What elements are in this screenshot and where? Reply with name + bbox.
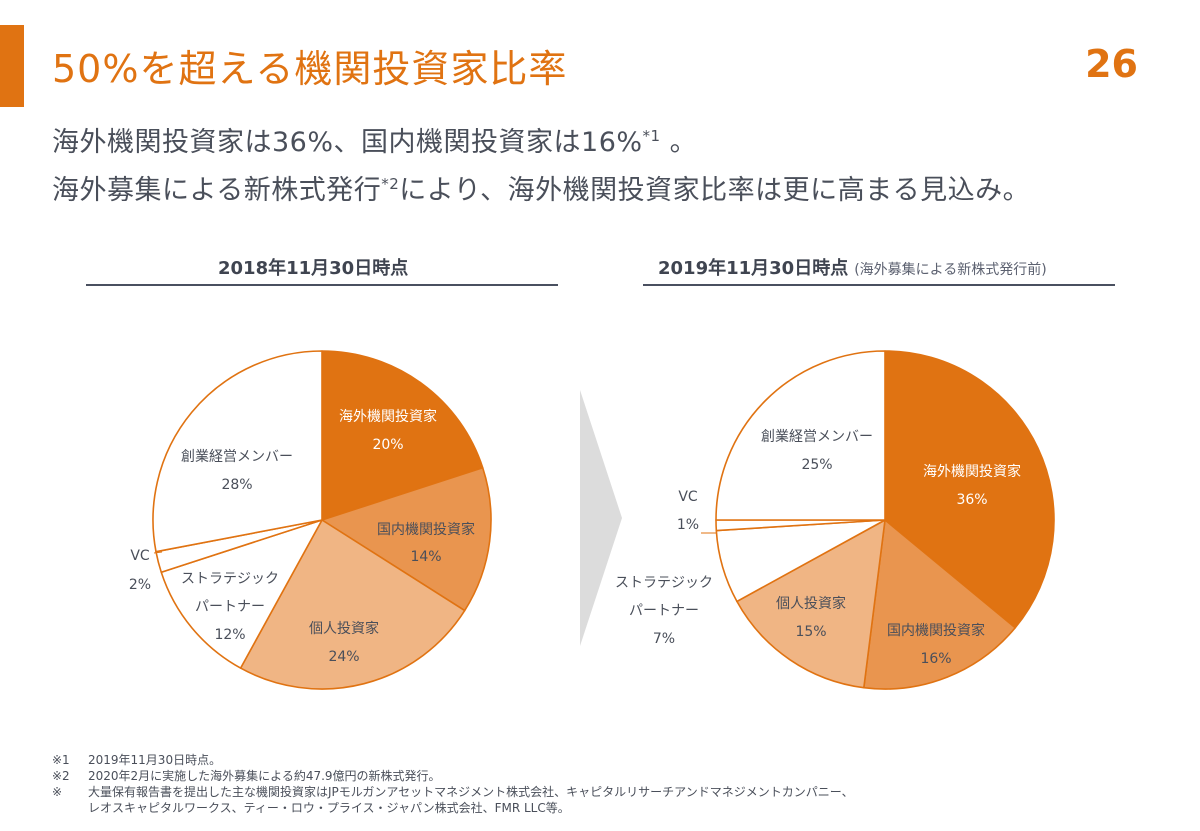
footnote-1-text: 2019年11月30日時点。 [88,753,222,767]
left-label-foreign-value: 20% [372,437,403,453]
right-label-strategic-value: 7% [653,631,675,647]
page-title: 50%を超える機関投資家比率 [52,47,568,91]
right-label-vc-name: VC [678,489,698,505]
right-label-founders-value: 25% [801,457,832,473]
transition-arrow [580,390,622,646]
pie-slice-individual [736,519,886,689]
footnote-3: ※ 大量保有報告書を提出した主な機関投資家はJPモルガンアセットマネジメント株式… [52,784,854,800]
footnote-2: ※2 2020年2月に実施した海外募集による約47.9億円の新株式発行。 [52,768,854,784]
right-label-domestic-name: 国内機関投資家 [887,622,985,639]
left-label-founders-name: 創業経営メンバー [181,449,293,465]
footnote-2-text: 2020年2月に実施した海外募集による約47.9億円の新株式発行。 [88,769,441,783]
left-label-vc-value: 2% [129,577,151,593]
pie-slice-strategic [160,519,323,669]
left-label-strategic-value: 12% [214,627,245,643]
left-label-domestic-name: 国内機関投資家 [377,521,475,538]
right-label-foreign-name: 海外機関投資家 [923,463,1021,480]
left-heading-rule [86,284,558,286]
pie-slice-individual [239,519,466,690]
footnote-ref-2: *2 [381,175,400,193]
right-chart-heading-note: (海外募集による新株式発行前) [854,262,1047,278]
left-vc-leader [153,551,163,554]
right-label-vc-value: 1% [677,517,699,533]
footnotes: ※1 2019年11月30日時点。 ※2 2020年2月に実施した海外募集による… [52,752,854,816]
pie-chart-2019 [715,350,1055,690]
lead-line-1-end: 。 [660,127,698,158]
footnote-3-continued: レオスキャピタルワークス、ティー・ロウ・プライス・ジャパン株式会社、FMR LL… [88,801,570,815]
left-label-foreign-name: 海外機関投資家 [339,408,437,425]
footnote-ref-1: *1 [642,127,661,145]
lead-line-2: 海外募集による新株式発行*2により、海外機関投資家比率は更に高まる見込み。 [52,168,1030,207]
right-chart-heading-text: 2019年11月30日時点 [658,258,849,279]
right-label-domestic-value: 16% [920,651,951,667]
lead-line-1: 海外機関投資家は36%、国内機関投資家は16%*1 。 [52,120,697,159]
right-chart-heading: 2019年11月30日時点 (海外募集による新株式発行前) [658,254,1047,280]
right-label-foreign-value: 36% [956,492,987,508]
accent-bar [0,25,24,107]
left-label-individual-name: 個人投資家 [309,620,379,637]
footnote-3-text: 大量保有報告書を提出した主な機関投資家はJPモルガンアセットマネジメント株式会社… [88,785,854,799]
right-label-individual-value: 15% [795,624,826,640]
footnote-1-mark: ※1 [52,753,70,767]
lead-line-2-end: により、海外機関投資家比率は更に高まる見込み。 [399,175,1031,206]
lead-line-1-text: 海外機関投資家は36%、国内機関投資家は16% [52,127,643,158]
footnote-2-mark: ※2 [52,769,70,783]
left-label-strategic-name-1: ストラテジック [181,571,279,587]
pie-slice-domestic [321,466,492,612]
right-label-strategic-name-1: ストラテジック [615,575,713,591]
footnote-1: ※1 2019年11月30日時点。 [52,752,854,768]
left-label-individual-value: 24% [328,649,359,665]
left-label-founders-value: 28% [221,477,252,493]
right-label-individual-name: 個人投資家 [776,595,846,612]
page-number: 26 [1085,42,1138,86]
lead-line-2-text: 海外募集による新株式発行 [52,175,382,206]
left-label-vc-name: VC [130,548,150,564]
pie-slice-domestic [863,519,1017,690]
right-label-founders-name: 創業経営メンバー [761,429,873,445]
right-heading-rule [643,284,1115,286]
left-label-domestic-value: 14% [410,549,441,565]
pie-slice-founders [152,350,323,553]
left-chart-heading: 2018年11月30日時点 [218,258,409,279]
pie-chart-2018 [152,350,492,690]
pie-slice-founders [715,350,886,521]
pie-slice-foreign [321,350,484,521]
right-label-strategic-name-2: パートナー [629,603,699,619]
pie-slice-foreign [884,350,1055,629]
left-label-strategic-name-2: パートナー [195,599,265,615]
footnote-3-mark: ※ [52,785,63,799]
